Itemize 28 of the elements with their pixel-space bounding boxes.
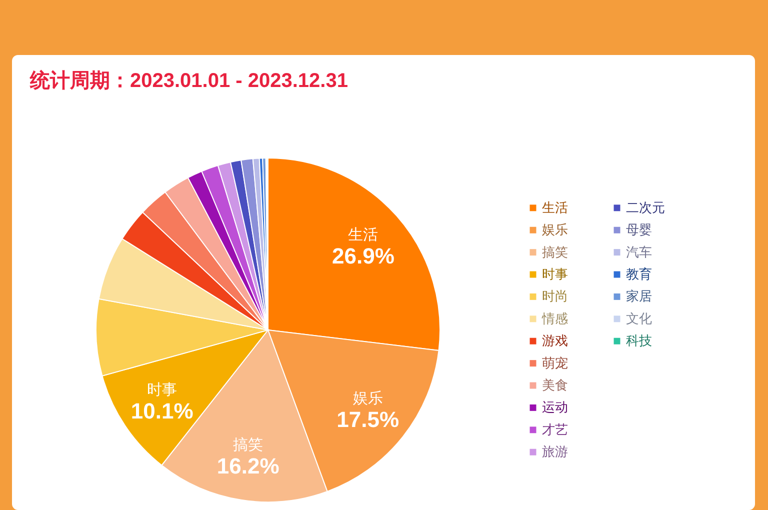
legend-label: 娱乐 <box>542 222 568 238</box>
legend-label: 情感 <box>541 310 568 326</box>
legend-label: 科技 <box>626 333 652 348</box>
legend-label: 搞笑 <box>542 244 568 260</box>
data-label: 10.1% <box>130 398 194 424</box>
legend-label: 汽车 <box>626 244 652 260</box>
slice-label: 生活 <box>348 226 378 244</box>
data-label: 16.2% <box>216 454 280 479</box>
legend-label: 二次元 <box>626 200 665 215</box>
legend-label: 家居 <box>626 288 652 304</box>
legend-label: 游戏 <box>542 333 568 348</box>
slice-label: 搞笑 <box>233 436 264 454</box>
legend-label: 才艺 <box>542 422 568 437</box>
legend-label: 生活 <box>542 200 568 215</box>
legend-label: 时事 <box>542 266 568 282</box>
legend-label: 美食 <box>542 378 568 392</box>
chart-title: 统计周期：2023.01.01 - 2023.12.31 <box>29 69 348 92</box>
data-label: 26.9% <box>332 244 394 269</box>
data-label: 17.5% <box>336 406 400 432</box>
legend-label: 旅游 <box>542 444 568 460</box>
slice-label: 娱乐 <box>352 390 383 407</box>
slice-label: 时事 <box>147 382 178 399</box>
legend-label: 时尚 <box>542 288 568 304</box>
legend-label: 文化 <box>626 310 652 326</box>
legend-label: 运动 <box>542 400 568 415</box>
legend-label: 教育 <box>626 266 652 282</box>
legend-label: 萌宠 <box>542 355 568 370</box>
legend-label: 母婴 <box>626 222 652 238</box>
